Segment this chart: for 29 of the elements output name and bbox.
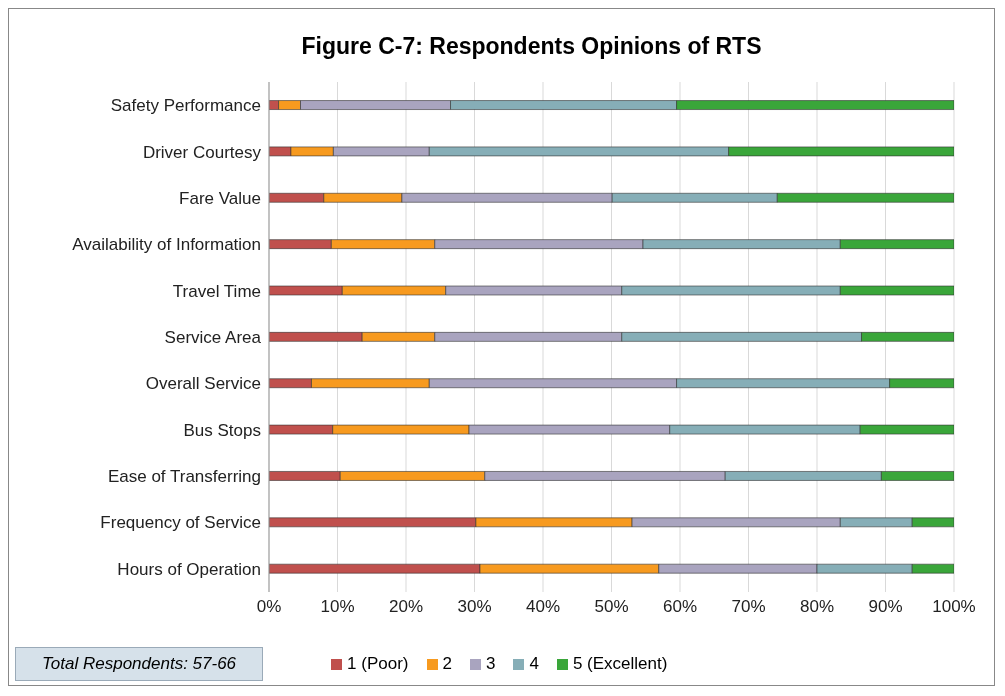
legend-label: 1 (Poor): [346, 654, 409, 674]
legend-label: 5 (Excellent): [571, 654, 668, 674]
y-tick-label: Safety Performance: [110, 96, 261, 116]
legend-label: 4: [528, 654, 539, 674]
x-tick-label: 80%: [799, 597, 835, 617]
x-tick-label: 10%: [320, 597, 355, 617]
y-tick-label: Overall Service: [145, 374, 261, 394]
x-tick-label: 20%: [388, 597, 424, 617]
y-tick-label: Driver Courtesy: [142, 142, 262, 162]
y-tick-label: Ease of Transferring: [107, 467, 261, 487]
y-tick-label: Fare Value: [179, 188, 261, 208]
y-tick-label: Availability of Information: [72, 235, 261, 255]
text: Total Respondents: 57-66: [15, 647, 264, 681]
x-tick-label: 70%: [731, 597, 766, 617]
x-tick-label: 50%: [594, 597, 629, 617]
legend-label: 2: [441, 654, 452, 674]
x-tick-label: 100%: [932, 597, 976, 617]
x-tick-label: 30%: [457, 597, 492, 617]
y-tick-label: Bus Stops: [183, 420, 261, 440]
chart-title: Figure C-7: Respondents Opinions of RTS: [300, 33, 763, 60]
y-tick-label: Frequency of Service: [100, 513, 261, 533]
legend-label: 3: [484, 654, 496, 674]
y-tick-label: Hours of Operation: [117, 559, 261, 579]
y-tick-label: Travel Time: [172, 281, 261, 301]
y-tick-label: Service Area: [164, 328, 262, 348]
x-tick-label: 90%: [868, 597, 903, 617]
x-tick-label: 60%: [662, 597, 698, 617]
x-tick-label: 40%: [525, 597, 561, 617]
x-tick-label: 0%: [256, 597, 282, 617]
